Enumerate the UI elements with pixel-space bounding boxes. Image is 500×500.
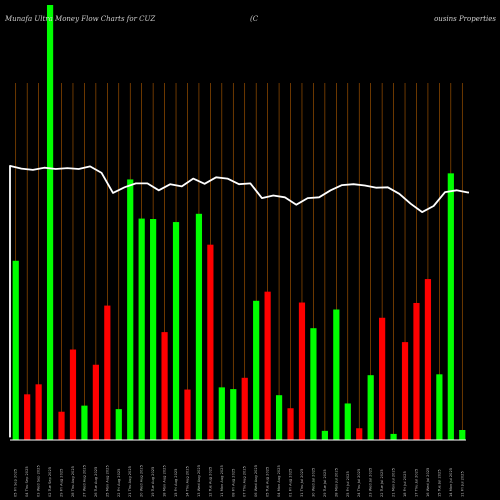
x-tick-label: 02 Tue Sep 2025: [48, 467, 52, 497]
bar-series: [12, 5, 466, 440]
bar: [459, 429, 466, 440]
x-tick-label: 31 Thu Jul 2025: [300, 469, 304, 497]
bar: [12, 260, 19, 440]
x-tick-label: 08 Fri Aug 2025: [231, 469, 235, 497]
x-tick-label: 11 Mon Aug 2025: [220, 465, 224, 497]
bar: [35, 384, 42, 440]
bar: [379, 317, 386, 440]
flow-line-series: [9, 164, 469, 438]
x-tick-label: 22 Tue Jul 2025: [380, 469, 384, 497]
chart-title-middle: (C: [250, 15, 259, 23]
x-tick-label: 07 Thu Aug 2025: [243, 466, 247, 497]
x-tick-label: 29 Tue Jul 2025: [323, 469, 327, 497]
bar: [230, 389, 237, 440]
bar: [138, 218, 145, 440]
bar: [81, 405, 88, 440]
bar: [69, 349, 77, 440]
x-tick-label: 13 Wed Aug 2025: [197, 465, 201, 497]
x-tick-label: 03 Wed Sep 2025: [37, 465, 41, 497]
x-tick-label: 18 Fri Jul 2025: [403, 471, 407, 497]
bar: [92, 364, 99, 440]
x-tick-labels: 05 Fri Sep 2025 04 Thu Sep 2025 03 Wed Sep…: [14, 465, 465, 497]
bar: [115, 409, 122, 440]
x-tick-label: 05 Tue Aug 2025: [266, 467, 270, 497]
x-tick-label: 28 Thu Aug 2025: [71, 466, 75, 497]
x-tick-label: 11 Fri Jul 2025: [460, 471, 464, 497]
x-tick-label: 15 Fri Aug 2025: [174, 469, 178, 497]
x-tick-label: 27 Wed Aug 2025: [82, 465, 86, 497]
x-tick-label: 29 Fri Aug 2025: [60, 469, 64, 497]
bar: [447, 173, 454, 440]
x-tick-label: 19 Tue Aug 2025: [151, 467, 155, 497]
x-tick-label: 15 Tue Jul 2025: [437, 469, 441, 497]
chart-title-right: ousins Properties: [434, 15, 496, 23]
bar: [172, 222, 180, 440]
bar: [436, 374, 443, 440]
x-tick-label: 28 Mon Jul 2025: [334, 468, 338, 497]
bar: [298, 302, 306, 440]
bar: [275, 395, 283, 440]
bar: [195, 213, 203, 440]
bar: [390, 433, 397, 440]
bar: [150, 219, 157, 440]
bar: [424, 279, 432, 440]
x-tick-label: 25 Fri Jul 2025: [346, 471, 350, 497]
bar: [127, 179, 134, 440]
bar: [161, 332, 168, 440]
x-tick-label: 01 Fri Aug 2025: [289, 469, 293, 497]
bar: [367, 375, 374, 440]
x-tick-label: 16 Wed Jul 2025: [426, 468, 430, 497]
bar: [46, 5, 54, 440]
x-tick-label: 24 Thu Jul 2025: [357, 469, 361, 497]
chart-title-left: Munafa Ultra Money Flow Charts for CUZ: [4, 15, 155, 23]
x-tick-label: 14 Thu Aug 2025: [185, 466, 189, 497]
x-tick-label: 20 Wed Aug 2025: [140, 465, 144, 497]
bar: [401, 342, 409, 440]
bar: [333, 309, 340, 440]
bar: [287, 408, 294, 440]
x-tick-label: 12 Tue Aug 2025: [208, 467, 212, 497]
x-tick-label: 04 Mon Aug 2025: [277, 465, 281, 497]
x-tick-label: 23 Wed Jul 2025: [369, 468, 373, 497]
x-tick-label: 18 Mon Aug 2025: [163, 465, 167, 497]
bar: [104, 305, 111, 440]
bar: [207, 244, 214, 440]
x-tick-label: 04 Thu Sep 2025: [25, 466, 29, 497]
x-tick-label: 21 Thu Aug 2025: [128, 466, 132, 497]
bar: [24, 394, 31, 440]
bar: [344, 403, 351, 440]
bar: [253, 300, 260, 440]
bar: [218, 387, 225, 440]
bar: [184, 389, 191, 440]
x-tick-label: 06 Wed Aug 2025: [254, 465, 258, 497]
bar: [264, 291, 271, 440]
x-tick-label: 25 Mon Aug 2025: [105, 465, 109, 497]
bar: [321, 430, 328, 440]
bar: [310, 328, 317, 440]
x-tick-label: 21 Mon Jul 2025: [392, 468, 396, 497]
bar: [413, 302, 420, 440]
x-tick-label: 26 Tue Aug 2025: [94, 467, 98, 497]
x-tick-label: 05 Fri Sep 2025: [14, 469, 18, 497]
x-tick-label: 17 Thu Jul 2025: [414, 469, 418, 497]
bar: [58, 411, 65, 440]
bar: [356, 428, 363, 440]
flow-line: [9, 164, 469, 438]
x-tick-label: 14 Mon Jul 2025: [449, 468, 453, 497]
x-tick-label: 22 Fri Aug 2025: [117, 469, 121, 497]
x-tick-label: 30 Wed Jul 2025: [311, 468, 315, 497]
bar: [241, 377, 248, 440]
